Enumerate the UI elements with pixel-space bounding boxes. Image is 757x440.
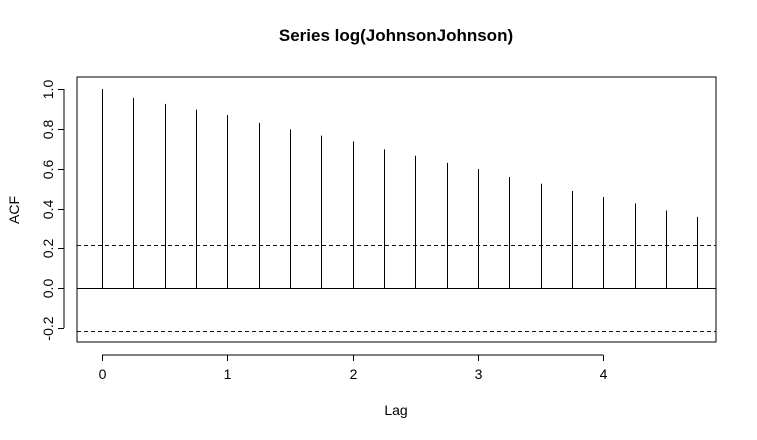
plot-frame [76,76,717,343]
x-tick-label: 3 [475,366,483,382]
reference-lines [77,245,716,332]
y-tick-label: 0.0 [40,279,56,299]
x-axis: 0 1 2 3 4 [99,354,608,382]
y-tick-label: 0.2 [40,239,56,259]
y-axis-label: ACF [6,196,22,224]
x-axis-label: Lag [384,402,407,418]
x-tick-label: 4 [600,366,608,382]
x-tick-label: 1 [224,366,232,382]
y-axis: -0.2 0.0 0.2 0.4 0.6 0.8 1.0 [40,80,65,341]
y-tick-label: 1.0 [40,80,56,100]
y-tick-label: 0.4 [40,200,56,220]
x-tick-label: 2 [350,366,358,382]
chart-title: Series log(JohnsonJohnson) [279,26,513,45]
x-tick-label: 0 [99,366,107,382]
y-tick-label: 0.8 [40,120,56,140]
acf-bars [102,88,698,289]
y-tick-label: -0.2 [40,316,56,340]
y-tick-label: 0.6 [40,160,56,180]
